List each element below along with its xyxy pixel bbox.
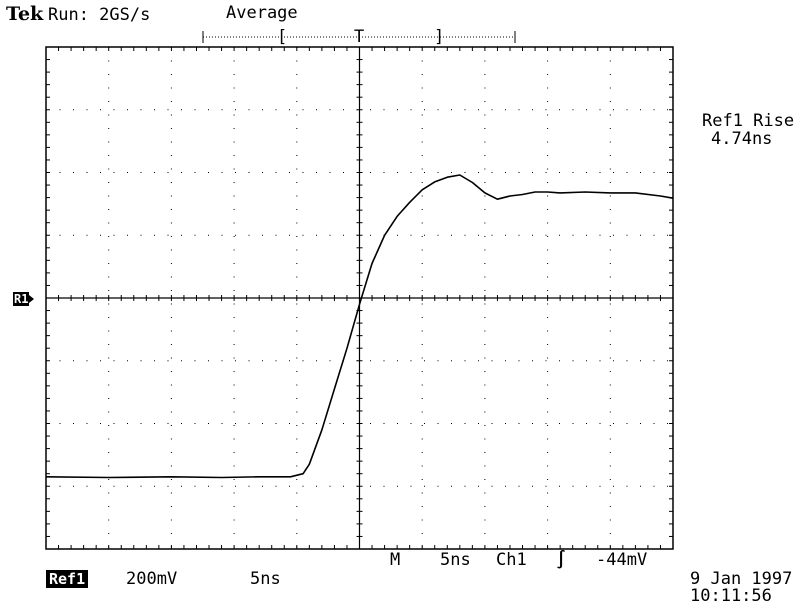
date-readout: 9 Jan 1997 bbox=[690, 569, 793, 589]
marker-arrow-icon bbox=[29, 295, 35, 303]
trigger-source: Ch1 bbox=[496, 550, 527, 570]
trigger-level: -44mV bbox=[596, 550, 648, 570]
waveform-trace bbox=[45, 174, 674, 479]
record-left-bracket: [ bbox=[277, 27, 288, 47]
ref1-marker-label: R1 bbox=[13, 292, 30, 306]
main-timebase-label: M bbox=[390, 550, 401, 570]
measurement-label: Ref1 Rise bbox=[702, 111, 795, 131]
ref1-ground-marker: R1 bbox=[13, 292, 35, 306]
graticule-border bbox=[45, 46, 674, 550]
graticule bbox=[45, 46, 674, 550]
measurement-value: 4.74ns bbox=[711, 129, 773, 149]
time-readout: 10:11:56 bbox=[690, 586, 772, 606]
trigger-position-marker: T bbox=[354, 27, 365, 47]
ref1-channel-badge: Ref1 bbox=[46, 570, 89, 588]
trigger-slope-icon: ∫ bbox=[556, 550, 567, 570]
time-per-div: 5ns bbox=[250, 569, 281, 589]
acquisition-mode: Average bbox=[226, 3, 298, 23]
run-status: Run: 2GS/s bbox=[48, 5, 151, 25]
brand-logo: Tek bbox=[6, 3, 44, 25]
volts-per-div: 200mV bbox=[126, 569, 178, 589]
main-timebase-value: 5ns bbox=[440, 550, 471, 570]
record-right-bracket: ] bbox=[434, 27, 445, 47]
